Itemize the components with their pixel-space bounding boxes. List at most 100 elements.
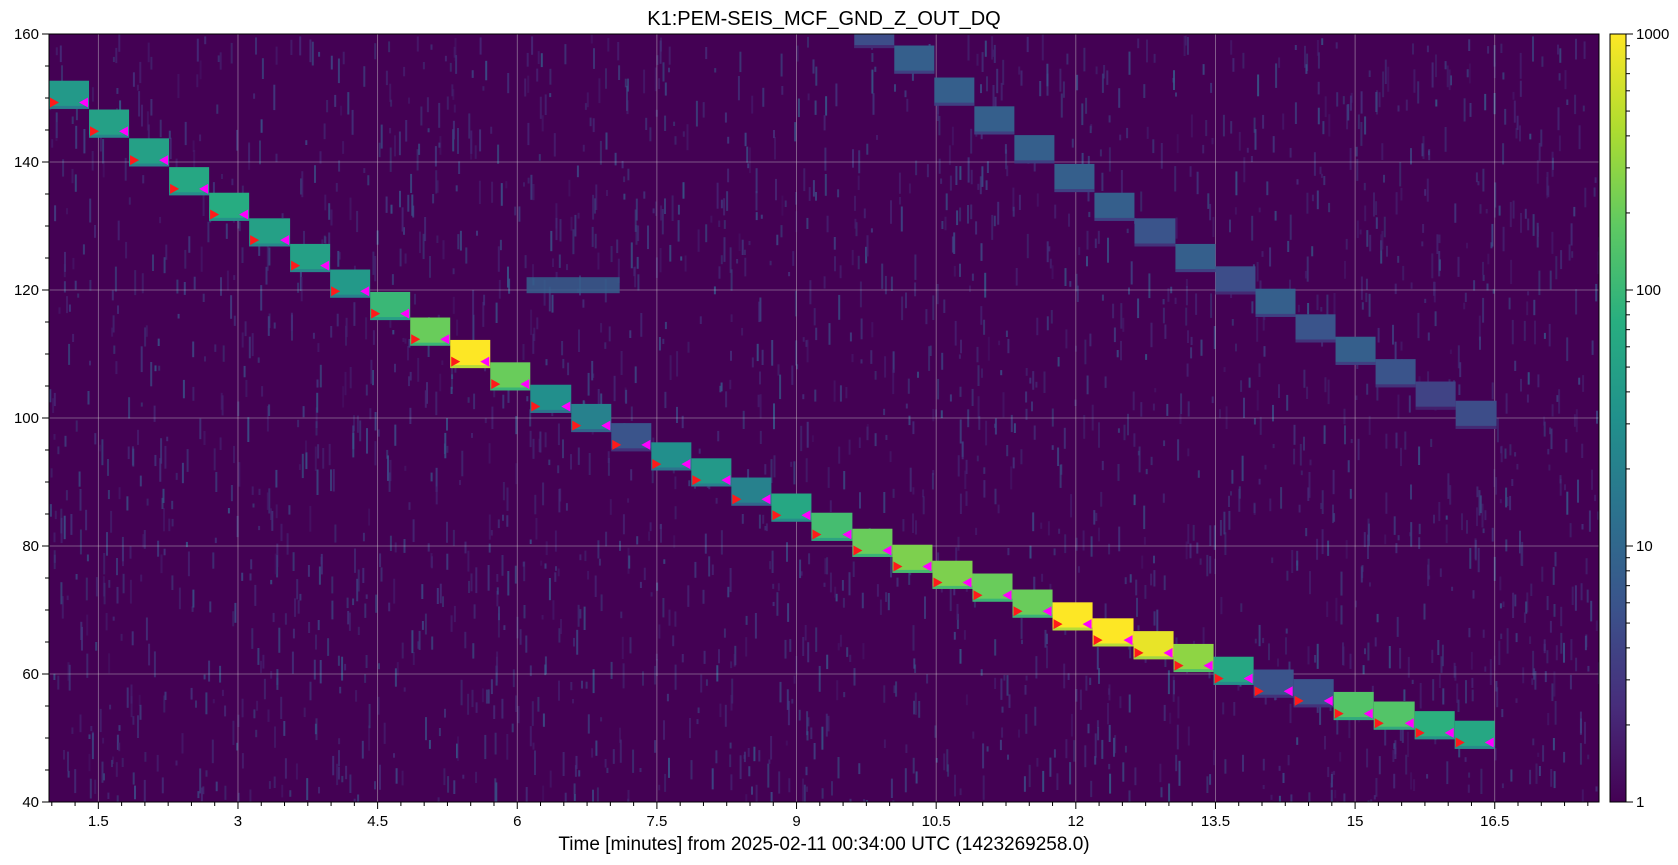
start-marker [1174, 660, 1184, 671]
noise-streak [1582, 375, 1585, 392]
noise-streak [365, 317, 368, 340]
noise-streak [330, 469, 332, 492]
noise-streak [892, 800, 895, 802]
noise-streak [1366, 230, 1369, 247]
noise-streak [345, 765, 348, 780]
noise-streak [574, 765, 577, 777]
noise-streak [1591, 340, 1594, 355]
noise-streak [912, 487, 915, 495]
noise-streak [1356, 158, 1359, 181]
noise-streak [1456, 683, 1459, 703]
end-marker [440, 334, 450, 345]
noise-streak [727, 586, 730, 598]
noise-streak [1491, 382, 1494, 400]
noise-streak [338, 160, 341, 172]
noise-streak [532, 264, 534, 281]
noise-streak [668, 46, 671, 65]
main-step-edge [49, 105, 90, 109]
noise-streak [430, 472, 433, 482]
secondary-step [1415, 381, 1456, 410]
noise-streak [1269, 498, 1272, 512]
noise-streak [1373, 192, 1375, 217]
noise-streak [610, 661, 613, 679]
noise-streak [537, 51, 540, 64]
noise-streak [1582, 105, 1585, 112]
noise-streak [422, 233, 425, 260]
noise-streak [994, 639, 997, 656]
noise-streak [852, 561, 855, 577]
noise-streak [527, 75, 530, 93]
noise-streak [1132, 391, 1135, 411]
noise-streak [1183, 35, 1186, 56]
secondary-step [1215, 266, 1256, 295]
noise-streak [1036, 757, 1039, 767]
end-marker [520, 379, 530, 390]
noise-streak [831, 781, 833, 796]
noise-streak [1380, 234, 1383, 251]
noise-streak [1549, 427, 1552, 435]
noise-streak [1240, 603, 1243, 612]
noise-streak [450, 386, 453, 394]
main-step-edge [892, 569, 933, 573]
noise-streak [794, 290, 797, 317]
noise-streak [751, 95, 754, 114]
noise-streak [1552, 157, 1554, 170]
start-marker [491, 379, 501, 390]
noise-streak [112, 756, 115, 764]
noise-streak [1496, 418, 1499, 443]
noise-streak [1534, 320, 1536, 345]
noise-streak [993, 44, 996, 63]
noise-streak [136, 84, 139, 91]
noise-streak [1070, 713, 1073, 737]
noise-streak [1108, 115, 1111, 123]
noise-streak [1370, 799, 1373, 802]
noise-streak [257, 648, 260, 665]
noise-streak [1451, 586, 1454, 591]
noise-streak [109, 704, 112, 710]
noise-streak [1210, 293, 1213, 318]
noise-streak [222, 345, 225, 362]
noise-streak [1529, 133, 1532, 140]
end-marker [561, 401, 571, 412]
noise-streak [1555, 645, 1558, 661]
noise-streak [613, 375, 616, 402]
noise-streak [1196, 542, 1199, 554]
noise-streak [501, 555, 504, 576]
noise-streak [1330, 789, 1333, 802]
noise-streak [238, 221, 241, 232]
noise-streak [858, 763, 861, 775]
secondary-step-edge [1455, 425, 1497, 429]
noise-streak [330, 55, 333, 70]
noise-streak [901, 296, 904, 321]
noise-streak [1558, 73, 1561, 81]
noise-streak [1553, 671, 1556, 697]
noise-streak [738, 233, 741, 251]
noise-streak [1101, 294, 1104, 301]
noise-streak [1563, 642, 1565, 663]
main-step-edge [129, 163, 170, 167]
noise-streak [374, 781, 376, 790]
main-step-edge [169, 192, 210, 196]
secondary-step [1335, 336, 1376, 365]
noise-streak [1348, 720, 1351, 739]
noise-streak [1510, 259, 1513, 285]
end-marker [1243, 673, 1253, 684]
noise-streak [1083, 414, 1086, 439]
noise-streak [446, 418, 448, 431]
noise-streak [594, 575, 597, 597]
noise-streak [815, 627, 818, 652]
noise-streak [68, 343, 71, 365]
noise-streak [273, 84, 276, 111]
noise-streak [507, 73, 510, 94]
noise-streak [389, 83, 392, 102]
noise-streak [590, 34, 593, 44]
noise-streak [261, 58, 264, 79]
noise-streak [315, 718, 318, 741]
noise-streak [639, 581, 642, 588]
noise-streak [459, 230, 462, 251]
noise-streak [370, 359, 373, 384]
noise-streak [1031, 401, 1033, 412]
noise-streak [1120, 340, 1122, 361]
noise-streak [1163, 704, 1166, 721]
